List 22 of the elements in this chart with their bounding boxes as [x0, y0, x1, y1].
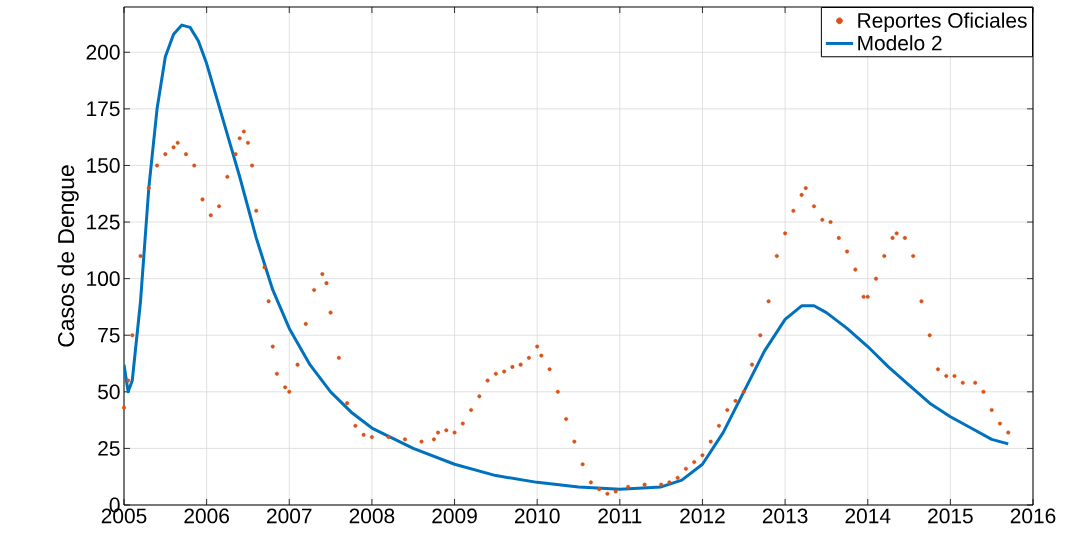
y-tick-label: 150	[87, 158, 120, 173]
x-tick-label: 2013	[762, 508, 808, 524]
y-tick-label: 25	[98, 441, 120, 456]
x-tick-label: 2012	[680, 508, 725, 524]
x-tick-label: 2008	[349, 508, 395, 524]
x-tick-label: 2011	[598, 508, 642, 524]
y-tick-label: 175	[87, 101, 120, 117]
x-tick-label: 2007	[267, 508, 312, 524]
y-tick-label: 50	[98, 384, 120, 400]
x-tick-label: 2010	[514, 508, 560, 524]
legend-label: Modelo 2	[858, 35, 942, 51]
y-tick-label: 125	[87, 214, 120, 230]
x-tick-label: 2006	[184, 508, 229, 524]
x-tick-label: 2015	[928, 508, 973, 524]
y-tick-label: 100	[87, 271, 120, 287]
y-tick-label: 200	[86, 44, 120, 60]
x-tick-label: 2016	[1010, 508, 1056, 524]
legend-label: Reportes Oficiales	[858, 12, 1027, 32]
x-tick-label: 2009	[432, 508, 477, 524]
y-tick-label: 75	[98, 327, 120, 343]
y-axis-title: Casos de Dengue	[57, 165, 79, 347]
x-tick-label: 2014	[845, 508, 891, 524]
